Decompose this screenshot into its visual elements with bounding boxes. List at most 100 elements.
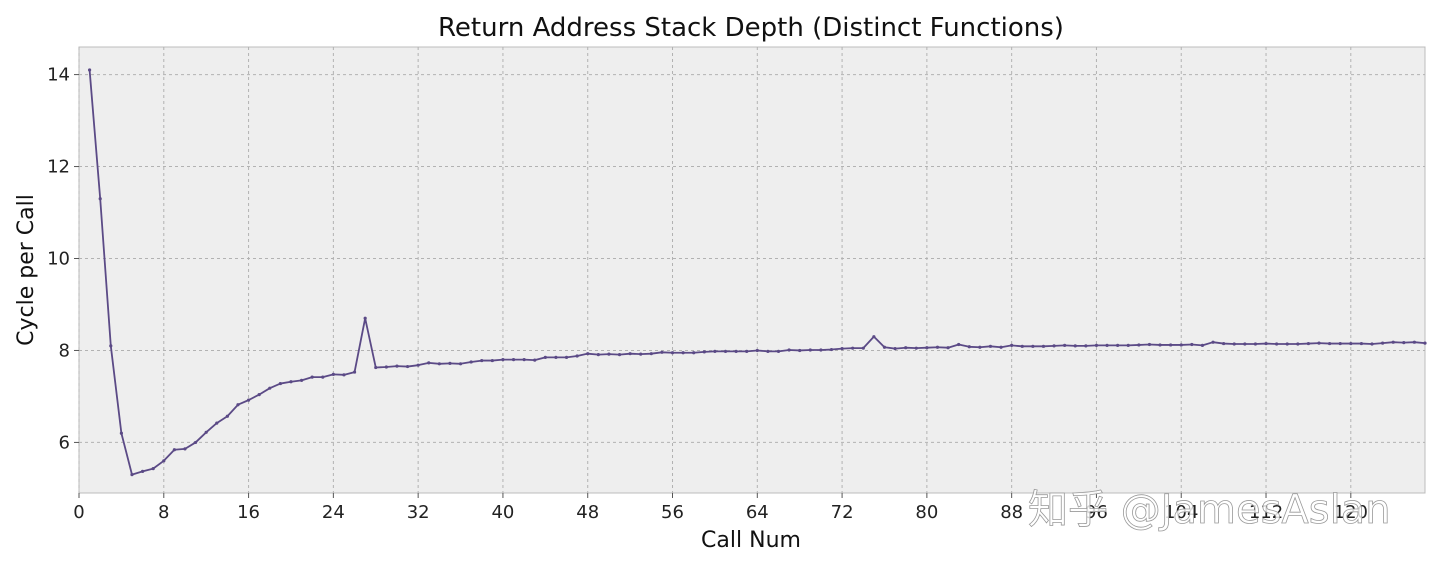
data-point bbox=[935, 345, 940, 349]
data-point bbox=[617, 353, 622, 357]
data-point bbox=[564, 355, 569, 359]
data-point bbox=[840, 347, 844, 351]
data-point bbox=[723, 349, 728, 353]
data-point bbox=[734, 349, 738, 353]
data-point bbox=[957, 342, 961, 347]
data-point bbox=[246, 398, 251, 402]
x-tick-label: 0 bbox=[73, 502, 84, 523]
data-point bbox=[268, 386, 272, 390]
y-tick-label: 8 bbox=[59, 340, 70, 361]
data-point bbox=[872, 335, 876, 339]
x-tick-label: 112 bbox=[1249, 502, 1283, 523]
data-point bbox=[554, 355, 558, 359]
data-point bbox=[713, 349, 717, 353]
x-tick-label: 120 bbox=[1334, 502, 1368, 523]
data-point bbox=[1031, 344, 1035, 348]
data-point bbox=[1306, 341, 1311, 346]
data-point bbox=[331, 372, 335, 376]
data-point bbox=[416, 363, 420, 367]
data-point bbox=[363, 316, 367, 320]
data-point bbox=[1137, 343, 1141, 347]
data-point bbox=[374, 365, 378, 370]
data-point bbox=[1264, 341, 1268, 346]
data-point bbox=[1338, 341, 1342, 346]
data-point bbox=[193, 440, 198, 445]
data-point bbox=[215, 421, 219, 425]
x-tick-label: 72 bbox=[831, 502, 854, 523]
x-tick-label: 64 bbox=[746, 502, 769, 523]
data-point bbox=[183, 447, 187, 451]
data-point bbox=[1116, 343, 1120, 348]
data-point bbox=[109, 344, 113, 348]
x-axis-label: Call Num bbox=[701, 528, 801, 553]
data-point bbox=[490, 358, 494, 363]
y-tick-label: 6 bbox=[59, 432, 70, 453]
data-point bbox=[87, 68, 92, 72]
data-point bbox=[1190, 342, 1194, 347]
data-point bbox=[522, 358, 526, 362]
data-point bbox=[1073, 344, 1077, 348]
data-point bbox=[851, 346, 855, 350]
data-point bbox=[130, 473, 134, 477]
data-point bbox=[1381, 341, 1385, 345]
x-tick-label: 48 bbox=[576, 502, 599, 523]
data-point bbox=[925, 346, 929, 350]
data-point bbox=[1285, 342, 1289, 346]
data-point bbox=[1243, 342, 1247, 346]
data-point bbox=[639, 352, 643, 356]
y-axis-label: Cycle per Call bbox=[14, 194, 39, 346]
data-point bbox=[151, 467, 155, 471]
data-point bbox=[670, 351, 675, 355]
x-tick-label: 104 bbox=[1164, 502, 1198, 523]
data-point bbox=[798, 348, 802, 353]
data-point bbox=[1020, 344, 1024, 348]
data-point bbox=[501, 358, 505, 362]
y-axis: 6 8 10 12 14 bbox=[47, 65, 79, 453]
data-point bbox=[427, 361, 431, 365]
data-point bbox=[1296, 342, 1300, 346]
data-point bbox=[829, 347, 834, 352]
data-point bbox=[999, 345, 1003, 349]
data-point bbox=[1211, 340, 1215, 344]
data-point bbox=[257, 393, 261, 397]
data-point bbox=[204, 430, 208, 434]
data-point bbox=[1328, 341, 1332, 346]
x-tick-label: 32 bbox=[407, 502, 430, 523]
data-point bbox=[299, 378, 304, 382]
data-point bbox=[893, 347, 897, 351]
data-point bbox=[1317, 341, 1321, 345]
data-point bbox=[882, 345, 887, 349]
x-tick-label: 8 bbox=[158, 502, 169, 523]
data-point bbox=[1402, 341, 1406, 345]
data-point bbox=[1063, 343, 1067, 348]
data-point bbox=[511, 358, 516, 362]
data-point bbox=[575, 354, 579, 358]
watermark-text: 知乎 @JamesAslan bbox=[1028, 487, 1391, 533]
data-point bbox=[607, 352, 611, 356]
data-point bbox=[967, 345, 971, 349]
y-tick-label: 14 bbox=[47, 65, 70, 86]
grid-lines bbox=[78, 47, 1425, 493]
data-point bbox=[1275, 342, 1279, 346]
data-point bbox=[1370, 342, 1374, 346]
data-point bbox=[384, 365, 388, 369]
data-point bbox=[98, 197, 102, 201]
data-point bbox=[405, 364, 410, 369]
data-point bbox=[162, 459, 166, 463]
y-tick-label: 10 bbox=[47, 249, 70, 270]
data-point bbox=[395, 364, 399, 368]
data-point bbox=[1391, 340, 1395, 344]
data-point bbox=[988, 344, 993, 348]
data-point bbox=[681, 351, 685, 355]
x-axis: 0 8 16 24 32 40 48 56 64 72 80 88 96 104 112 120 bbox=[73, 493, 1368, 523]
x-tick-label: 56 bbox=[661, 502, 684, 523]
data-point bbox=[172, 448, 176, 452]
data-point bbox=[1423, 341, 1427, 345]
data-point bbox=[140, 469, 145, 473]
data-point bbox=[914, 346, 918, 350]
data-point bbox=[1010, 343, 1014, 348]
data-point bbox=[660, 350, 664, 354]
data-point bbox=[819, 348, 823, 352]
x-tick-label: 88 bbox=[1000, 502, 1023, 523]
